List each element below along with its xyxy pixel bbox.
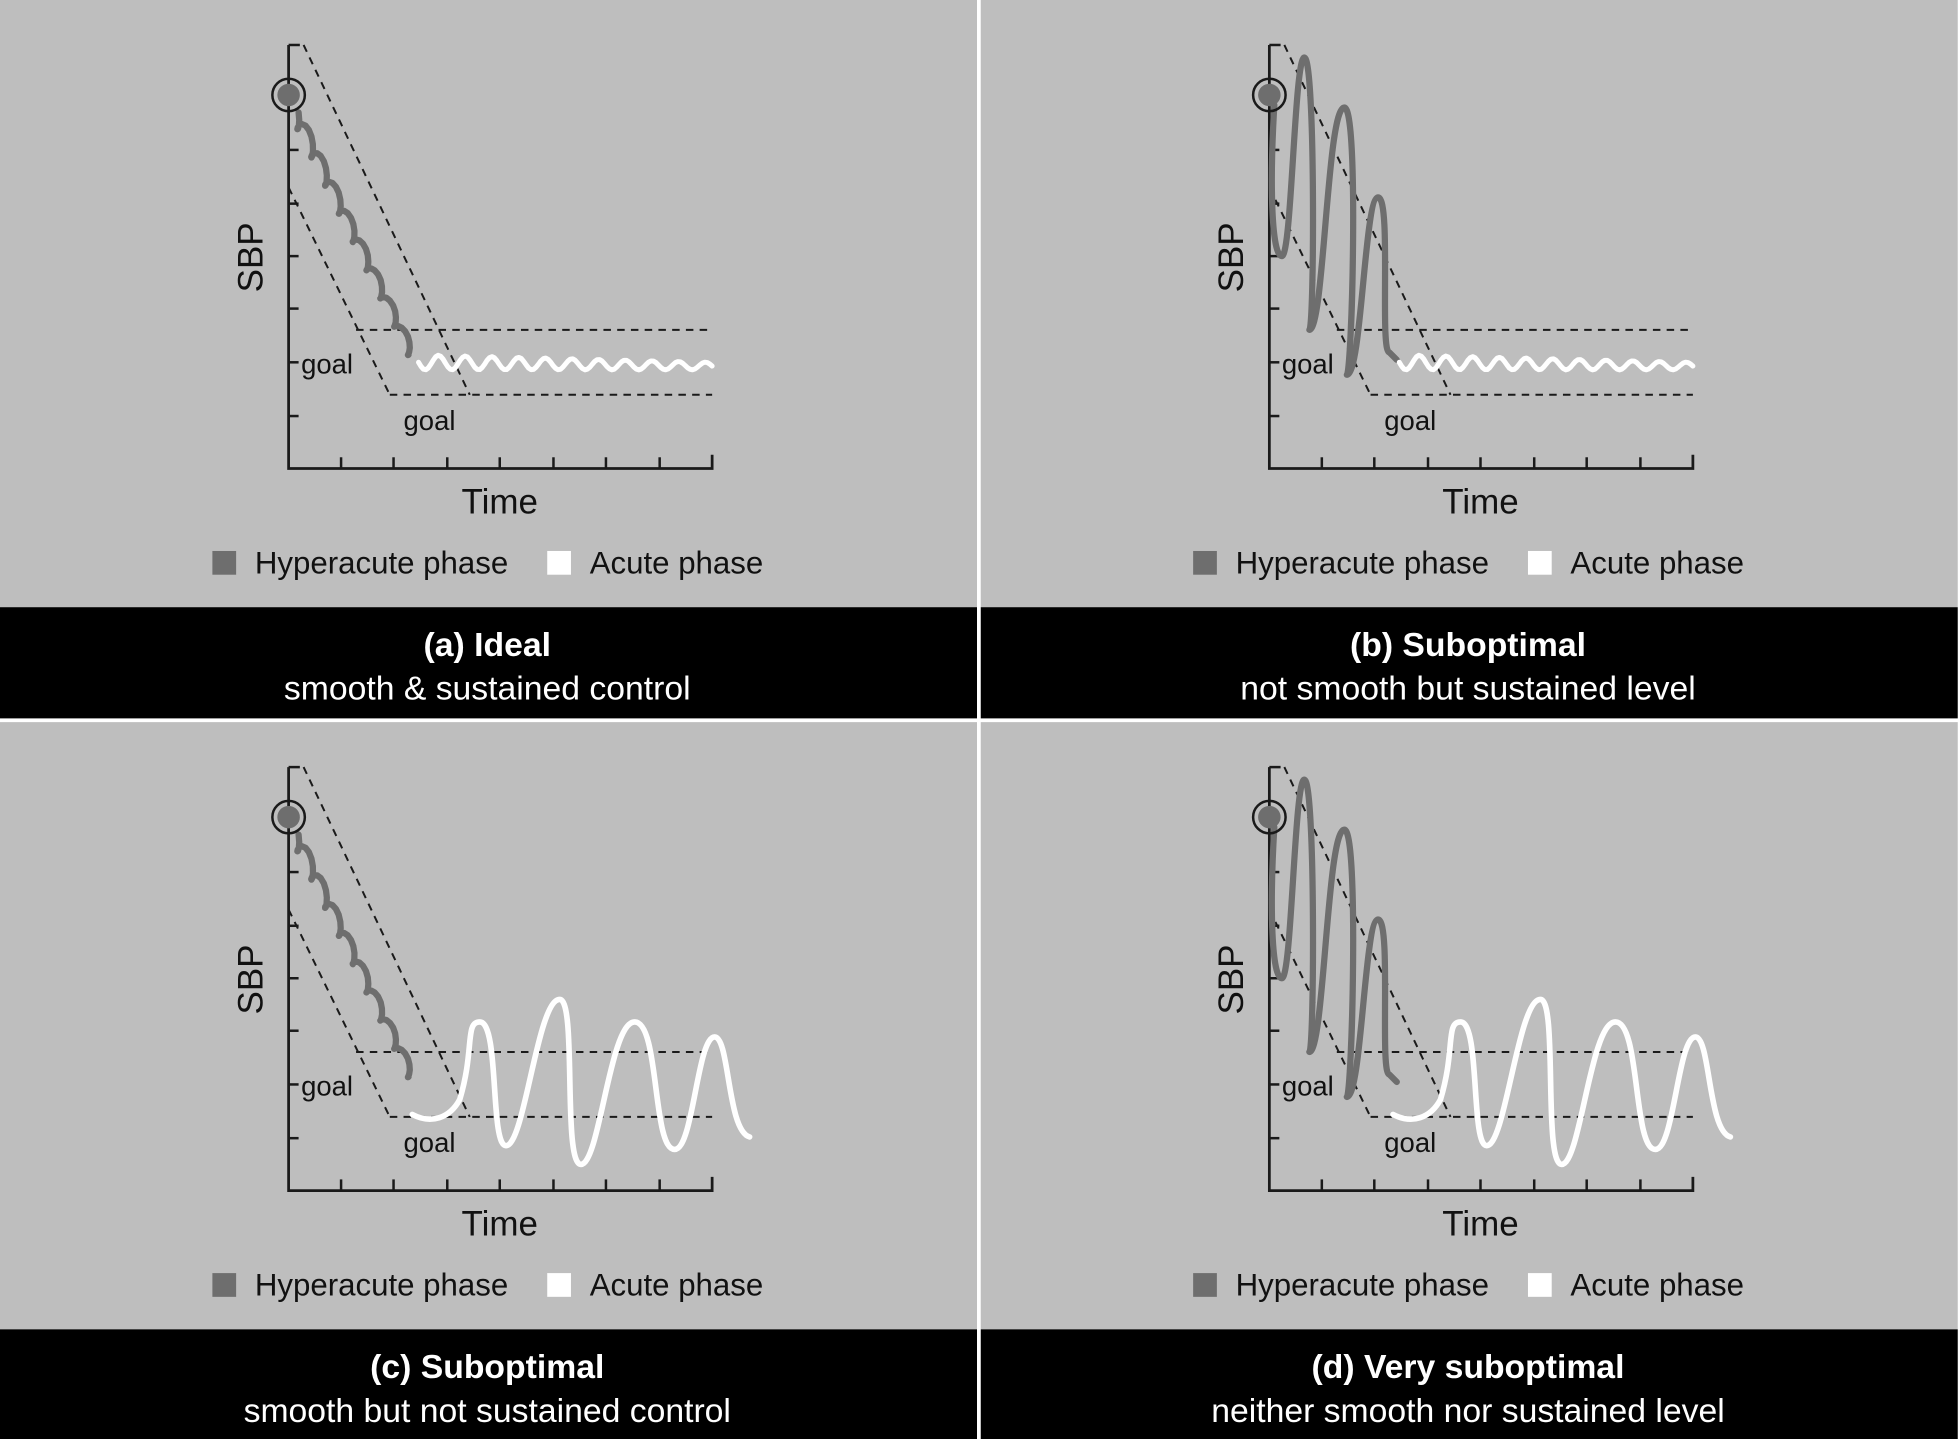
goal-upper-label: goal	[301, 349, 353, 380]
legend: Hyperacute phase Acute phase	[1193, 1268, 1744, 1303]
hyperacute-curve	[294, 831, 413, 1081]
legend-hyperacute-swatch	[1193, 550, 1217, 575]
panel-background	[0, 0, 978, 608]
acute-curve	[409, 996, 753, 1168]
panel-subtitle: smooth & sustained control	[284, 670, 691, 708]
goal-lower-label: goal	[404, 1127, 456, 1158]
hyperacute-curve	[1268, 776, 1400, 1101]
start-marker-ring	[271, 799, 307, 835]
caption-bar	[980, 1329, 1958, 1439]
sbp-time-graph: SBP Time goal goal	[231, 765, 753, 1244]
panel-title: (a) Ideal	[424, 626, 551, 664]
legend-acute-label: Acute phase	[590, 1268, 764, 1303]
panel-a: SBP Time goal goal Hyperacute phase Acute pha…	[0, 0, 978, 719]
hyperacute-curve	[294, 109, 413, 359]
panel-background	[0, 722, 978, 1330]
y-axis-label: SBP	[231, 222, 270, 292]
legend-hyperacute-label: Hyperacute phase	[255, 1268, 508, 1303]
start-marker-ring	[271, 77, 307, 113]
x-axis-label: Time	[462, 482, 538, 521]
acute-curve	[1396, 352, 1696, 373]
panel-title: (d) Very suboptimal	[1312, 1348, 1625, 1386]
goal-upper-diagonal	[302, 44, 471, 396]
legend: Hyperacute phase Acute phase	[212, 545, 763, 580]
legend-hyperacute-label: Hyperacute phase	[255, 545, 508, 580]
legend: Hyperacute phase Acute phase	[1193, 545, 1744, 580]
hyperacute-curve	[1268, 54, 1400, 378]
panel-c: SBP Time goal goal Hyperacute phase Acute pha…	[0, 722, 978, 1439]
legend-acute-label: Acute phase	[590, 545, 764, 580]
sbp-time-graph: SBP Time goal goal	[1212, 765, 1734, 1244]
goal-upper-label: goal	[301, 1071, 353, 1102]
legend-hyperacute-label: Hyperacute phase	[1236, 1268, 1489, 1303]
start-marker-dot	[1258, 83, 1281, 107]
goal-upper-label: goal	[1282, 1071, 1334, 1102]
legend-acute-swatch	[1527, 550, 1552, 575]
y-axis-label: SBP	[1212, 222, 1251, 292]
panel-b: SBP Time goal goal Hyperacute phase Acute pha…	[980, 0, 1958, 719]
goal-upper-label: goal	[1282, 349, 1334, 380]
legend-acute-swatch	[547, 1273, 571, 1297]
x-axis-label: Time	[1442, 1205, 1518, 1244]
sbp-time-graph: SBP Time goal goal	[231, 43, 715, 521]
legend-hyperacute-swatch	[212, 550, 237, 575]
start-marker-dot	[277, 805, 300, 829]
caption-bar	[0, 607, 978, 719]
legend-hyperacute-label: Hyperacute phase	[1236, 545, 1489, 580]
panel-d: SBP Time goal goal Hyperacute phase Acute pha…	[980, 722, 1958, 1439]
panel-subtitle: neither smooth nor sustained level	[1211, 1392, 1725, 1430]
start-marker-ring	[1251, 799, 1287, 835]
x-axis-label: Time	[1442, 482, 1518, 521]
legend-acute-label: Acute phase	[1570, 1268, 1744, 1303]
panel-title: (c) Suboptimal	[370, 1348, 604, 1386]
panel-background	[980, 0, 1958, 608]
panel-subtitle: not smooth but sustained level	[1240, 670, 1695, 708]
goal-lower-label: goal	[1384, 405, 1436, 436]
panel-subtitle: smooth but not sustained control	[244, 1392, 731, 1430]
legend-acute-label: Acute phase	[1570, 545, 1744, 580]
y-axis-label: SBP	[231, 945, 270, 1015]
caption-bar	[980, 607, 1958, 719]
start-marker-dot	[1258, 805, 1281, 829]
sbp-time-graph: SBP Time goal goal	[1212, 43, 1696, 521]
legend-acute-swatch	[1527, 1273, 1552, 1297]
panel-title: (b) Suboptimal	[1350, 626, 1586, 664]
legend: Hyperacute phase Acute phase	[212, 1268, 763, 1303]
caption-bar	[0, 1329, 978, 1439]
legend-hyperacute-swatch	[1193, 1273, 1217, 1297]
goal-lower-label: goal	[1384, 1127, 1436, 1158]
axes	[287, 767, 714, 1193]
legend-hyperacute-swatch	[212, 1273, 237, 1297]
goal-lower-diagonal	[287, 909, 391, 1118]
panel-background	[980, 722, 1958, 1330]
acute-curve	[1390, 996, 1734, 1168]
goal-lower-diagonal	[287, 186, 391, 396]
goal-lower-label: goal	[404, 405, 456, 436]
acute-curve	[416, 352, 715, 373]
goal-upper-diagonal	[302, 766, 471, 1118]
legend-acute-swatch	[547, 550, 571, 575]
start-marker-ring	[1251, 77, 1287, 113]
y-axis-label: SBP	[1212, 945, 1251, 1015]
start-marker-dot	[277, 83, 300, 107]
x-axis-label: Time	[462, 1205, 538, 1244]
